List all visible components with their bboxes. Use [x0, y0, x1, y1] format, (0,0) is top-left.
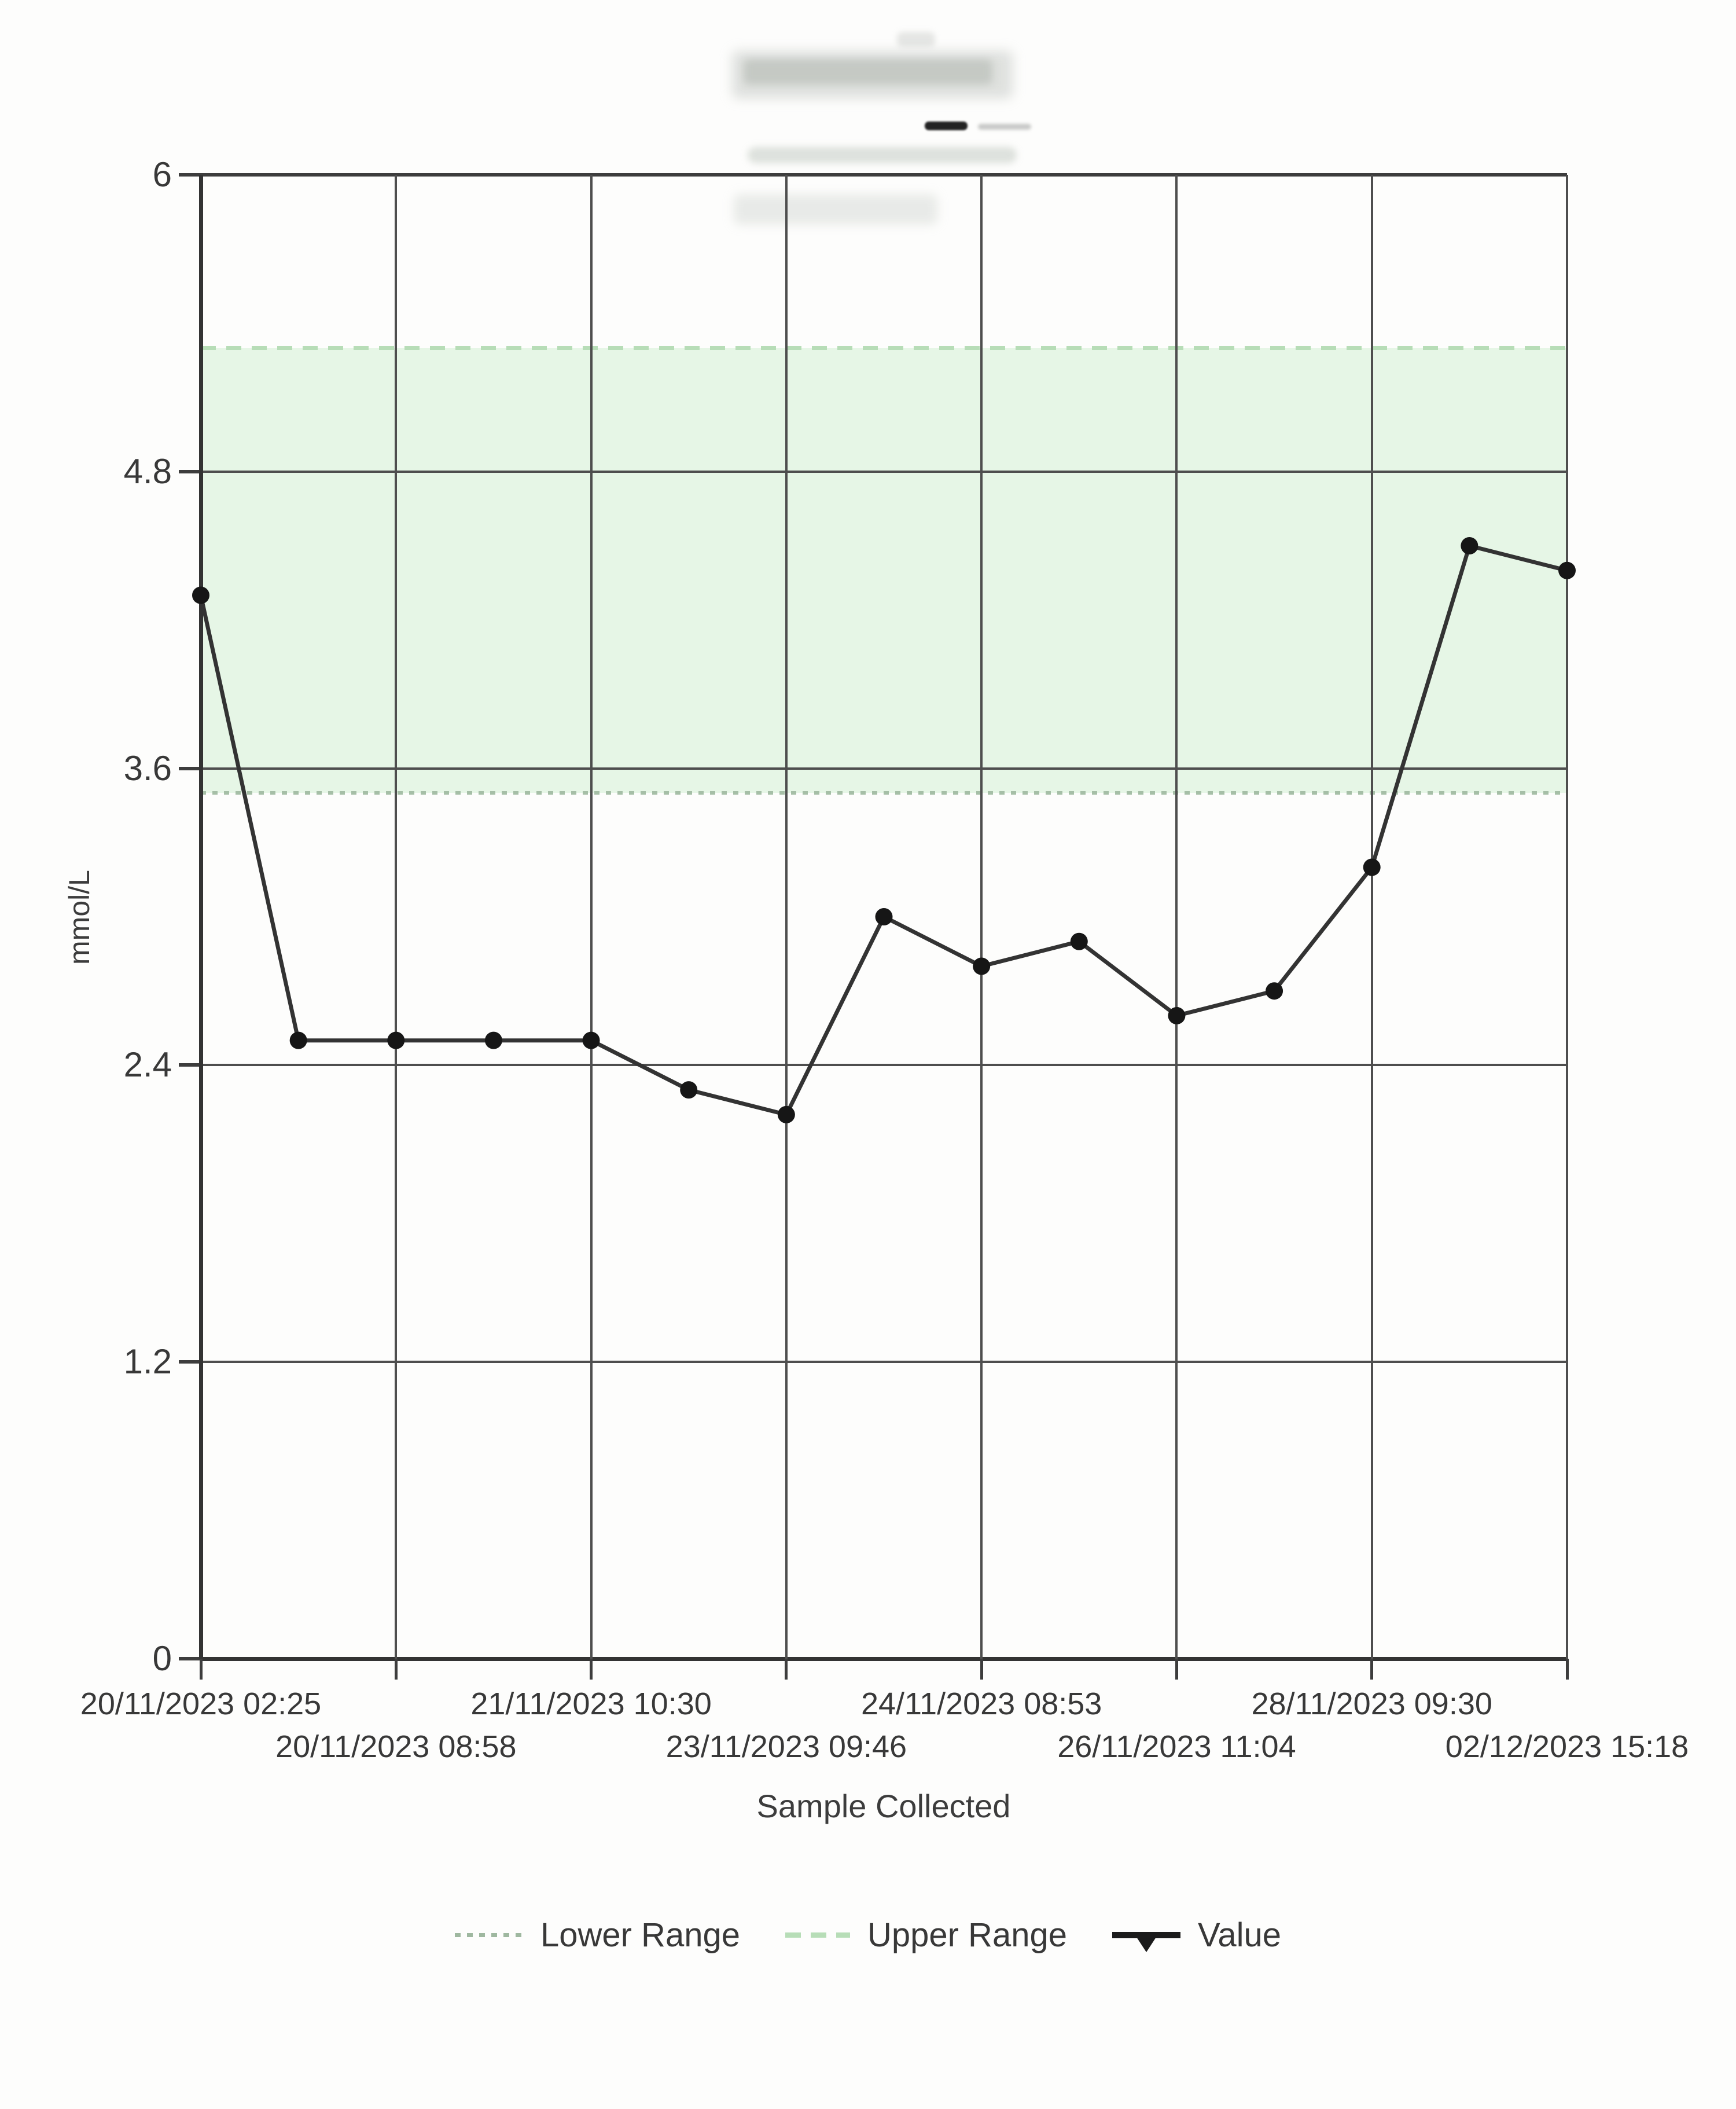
y-gridline [201, 1064, 1567, 1067]
data-point-marker [1461, 537, 1478, 554]
y-gridline [201, 470, 1567, 473]
data-point-marker [680, 1081, 698, 1099]
data-point-marker [1168, 1006, 1186, 1024]
lower-range-line [201, 791, 1567, 795]
plot-area: 0 1.2 2.4 3.6 4.8 6 20/11/2023 02:25 20/11/2023… [80, 155, 1689, 1764]
data-point-marker [387, 1031, 405, 1049]
upper-range-line-swatch-icon [785, 1932, 850, 1938]
legend-label: Lower Range [540, 1916, 740, 1954]
x-tick-label: 24/11/2023 08:53 [860, 1687, 1102, 1721]
x-tick-label: 20/11/2023 02:25 [80, 1687, 322, 1721]
x-gridline [1370, 175, 1373, 1659]
y-gridline [201, 767, 1567, 770]
value-line-swatch-icon [1112, 1932, 1180, 1938]
data-point-marker [1363, 858, 1381, 876]
y-tick [179, 1360, 201, 1364]
y-tick [179, 469, 201, 473]
y-gridline [201, 1656, 1567, 1661]
y-tick [179, 766, 201, 770]
x-tick-label: 26/11/2023 11:04 [1057, 1729, 1296, 1764]
redacted-title-dash-tail [978, 124, 1031, 130]
x-tick-label: 20/11/2023 08:58 [275, 1729, 517, 1764]
y-tick-label: 3.6 [123, 748, 172, 788]
upper-range-line [201, 346, 1567, 351]
x-axis-title: Sample Collected [756, 1788, 1011, 1824]
data-point-marker [192, 586, 209, 604]
x-tick-label: 23/11/2023 09:46 [665, 1729, 907, 1764]
y-tick-label: 2.4 [123, 1045, 172, 1085]
x-tick [1175, 1659, 1178, 1680]
data-point-marker [289, 1031, 307, 1049]
x-tick [1370, 1659, 1374, 1680]
data-point-marker [777, 1105, 795, 1123]
x-gridline [198, 175, 203, 1659]
x-gridline [1175, 175, 1178, 1659]
value-line [198, 543, 1568, 1117]
redacted-title-line-1-core [744, 59, 992, 84]
x-tick-label: 02/12/2023 15:18 [1445, 1729, 1689, 1764]
x-tick [590, 1659, 593, 1680]
x-tick [199, 1659, 203, 1680]
y-gridline [201, 1361, 1567, 1364]
y-tick-label: 6 [152, 155, 172, 194]
y-tick [179, 173, 201, 177]
lower-range-line-swatch-icon [454, 1933, 523, 1937]
value-series [192, 537, 1576, 1123]
y-tick [179, 1657, 201, 1660]
x-tick-label: 28/11/2023 09:30 [1251, 1687, 1492, 1721]
y-axis-title: mmol/L [63, 870, 95, 965]
legend-label: Value [1197, 1916, 1282, 1954]
data-point-marker [1266, 982, 1283, 1000]
redacted-title-line-1 [732, 51, 1013, 98]
y-tick-label: 0 [152, 1639, 172, 1678]
x-gridline [590, 175, 593, 1659]
data-point-marker [582, 1031, 600, 1049]
legend: Lower Range Upper Range Value [0, 1916, 1736, 1954]
y-gridline [201, 173, 1567, 177]
x-gridline [395, 175, 398, 1659]
x-gridline [1566, 175, 1568, 1659]
legend-item-lower-range: Lower Range [454, 1916, 740, 1954]
legend-item-value: Value [1112, 1916, 1281, 1954]
x-tick [785, 1659, 788, 1680]
reference-range-band [201, 348, 1567, 793]
x-gridline [980, 175, 983, 1659]
x-tick [394, 1659, 398, 1680]
legend-item-upper-range: Upper Range [785, 1916, 1067, 1954]
data-point-marker [973, 957, 991, 975]
x-gridline [785, 175, 788, 1659]
y-tick-label: 4.8 [123, 451, 172, 491]
y-tick [179, 1063, 201, 1067]
data-point-marker [875, 908, 893, 925]
x-tick [1565, 1659, 1569, 1680]
x-tick [980, 1659, 983, 1680]
data-point-marker [484, 1031, 502, 1049]
data-point-marker [1070, 932, 1088, 950]
redacted-title-line-3 [734, 194, 937, 225]
legend-label: Upper Range [867, 1916, 1067, 1954]
x-tick-label: 21/11/2023 10:30 [470, 1687, 712, 1721]
redacted-title-dash-mark [925, 122, 968, 130]
redacted-title-fragment [897, 32, 935, 47]
data-point-marker [1558, 561, 1576, 579]
y-tick-label: 1.2 [123, 1342, 172, 1381]
redacted-title-line-2 [748, 147, 1017, 163]
